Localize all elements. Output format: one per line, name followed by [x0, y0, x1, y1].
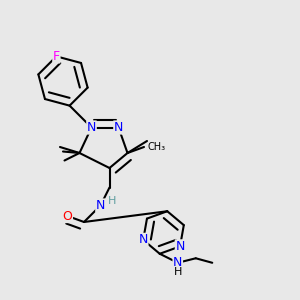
Text: N: N: [173, 256, 182, 269]
Text: N: N: [139, 233, 148, 246]
Text: H: H: [174, 267, 182, 277]
Text: N: N: [176, 240, 185, 253]
Text: CH₃: CH₃: [147, 142, 165, 152]
Text: O: O: [63, 209, 72, 223]
Text: N: N: [114, 121, 123, 134]
Text: F: F: [53, 50, 60, 63]
Text: H: H: [108, 196, 116, 206]
Text: N: N: [87, 121, 96, 134]
Text: N: N: [96, 199, 105, 212]
